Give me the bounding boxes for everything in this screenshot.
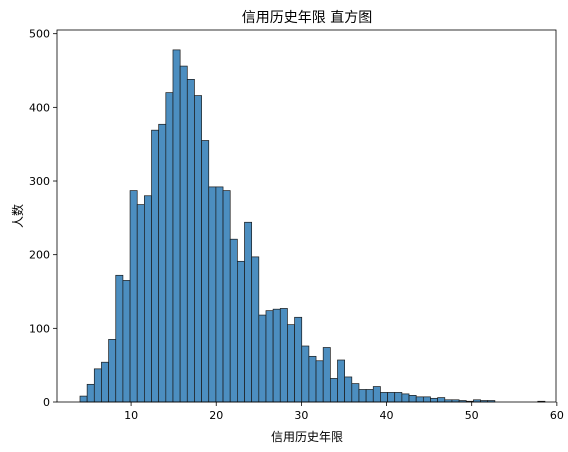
histogram-bar	[79, 395, 88, 403]
plot-frame	[56, 29, 557, 403]
histogram-bar	[222, 190, 231, 403]
histogram-bar	[315, 360, 324, 403]
y-tick-label: 0	[43, 396, 50, 409]
y-axis-label: 人数	[10, 204, 25, 228]
histogram-bar	[337, 359, 345, 403]
histogram-bar	[329, 378, 338, 403]
x-axis-ticks: 10 20 30 40 50 60	[124, 402, 564, 422]
y-tick-label: 200	[29, 249, 50, 262]
histogram-bar	[229, 238, 238, 403]
histogram-bar	[208, 186, 217, 403]
x-tick-label: 10	[124, 409, 138, 422]
x-tick-label: 40	[380, 409, 394, 422]
histogram-bar	[151, 129, 160, 403]
histogram-bar	[251, 256, 260, 403]
histogram-bar	[237, 260, 245, 403]
bars-group	[79, 49, 546, 403]
histogram-bar	[101, 361, 109, 403]
histogram-bar	[344, 376, 353, 403]
y-tick-label: 300	[29, 175, 50, 188]
histogram-bar	[186, 79, 195, 403]
histogram-bar	[322, 347, 331, 403]
histogram-bar	[415, 396, 424, 403]
histogram-bar	[387, 392, 396, 403]
histogram-bar	[279, 308, 288, 403]
histogram-bar	[272, 308, 281, 403]
histogram-bar	[158, 123, 167, 403]
histogram-bar	[294, 316, 303, 403]
x-tick-label: 30	[294, 409, 308, 422]
histogram-bar	[136, 204, 145, 403]
histogram-bar	[380, 392, 388, 403]
y-axis-ticks: 0 100 200 300 400 500	[29, 28, 57, 409]
histogram-bar	[401, 393, 410, 403]
histogram-bar	[394, 392, 403, 403]
histogram-bar	[265, 310, 274, 403]
histogram-bar	[179, 65, 188, 403]
histogram-bar	[351, 383, 360, 403]
x-tick-label: 50	[465, 409, 479, 422]
histogram-bar	[258, 314, 267, 403]
y-tick-label: 400	[29, 101, 50, 114]
histogram-bar	[86, 383, 95, 403]
histogram-bar	[172, 49, 181, 403]
histogram-bar	[201, 140, 210, 403]
histogram-bar	[308, 355, 317, 403]
x-axis-label: 信用历史年限	[271, 430, 343, 444]
histogram-bar	[422, 396, 431, 403]
histogram-bar	[430, 397, 438, 403]
histogram-bar	[165, 92, 174, 403]
histogram-bar	[144, 195, 152, 403]
histogram-bar	[108, 339, 117, 403]
histogram-bar	[129, 190, 138, 403]
histogram-bar	[122, 280, 131, 403]
histogram-bar	[194, 95, 202, 403]
histogram-bar	[215, 186, 224, 403]
histogram-bar	[365, 389, 374, 403]
histogram-bar	[287, 324, 295, 403]
histogram-bar	[115, 274, 124, 403]
histogram-bar	[93, 368, 102, 403]
histogram-bar	[301, 345, 310, 403]
histogram-bar	[408, 395, 417, 403]
histogram-bar	[244, 221, 253, 403]
y-tick-label: 100	[29, 322, 50, 335]
histogram-bar	[372, 386, 381, 403]
x-tick-label: 20	[209, 409, 223, 422]
histogram-bar	[437, 397, 446, 403]
chart-title: 信用历史年限 直方图	[242, 9, 372, 26]
histogram-bar	[358, 389, 367, 403]
y-tick-label: 500	[29, 28, 50, 41]
x-tick-label: 60	[550, 409, 564, 422]
